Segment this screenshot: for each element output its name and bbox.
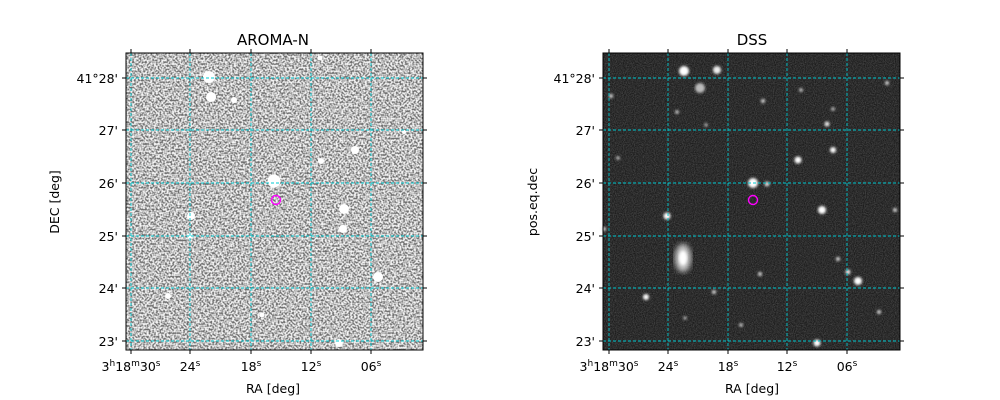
ra-tick-label: 24s <box>180 359 201 374</box>
dec-tick-label: 26' <box>576 176 595 191</box>
dec-tick-label: 23' <box>99 334 118 349</box>
image-noise <box>603 53 900 350</box>
dec-tick-label: 24' <box>99 281 118 296</box>
y-axis-label: pos.eq.dec <box>525 168 540 236</box>
axes-frame <box>125 52 424 351</box>
panel-title: DSS <box>737 31 768 49</box>
dec-tick-label: 25' <box>576 229 595 244</box>
x-axis-label: RA [deg] <box>246 381 300 396</box>
ra-tick-labels: 3h18m30s 24s 18s 12s 06s <box>580 359 858 374</box>
ra-tick-label: 06s <box>361 359 382 374</box>
x-axis-label: RA [deg] <box>725 381 779 396</box>
axes-frame <box>602 52 901 351</box>
y-axis-label: DEC [deg] <box>47 170 62 234</box>
dec-tick-label: 25' <box>99 229 118 244</box>
ra-tick-labels: 3h18m30s 24s 18s 12s 06s <box>102 359 382 374</box>
ra-tick-label: 12s <box>301 359 322 374</box>
ra-tick-label: 3h18m30s <box>580 359 639 374</box>
ra-tick-label: 24s <box>658 359 679 374</box>
star-field <box>602 66 897 347</box>
target-marker <box>747 194 759 206</box>
dec-tick-label: 24' <box>576 281 595 296</box>
dec-tick-label: 26' <box>99 176 118 191</box>
coordinate-grid <box>603 53 900 350</box>
star-field <box>165 55 406 347</box>
ra-tick-label: 3h18m30s <box>102 359 161 374</box>
ra-tick-label: 12s <box>777 359 798 374</box>
panel-dss: DSS <box>525 31 904 396</box>
tick-marks <box>599 49 904 354</box>
image-noise-light <box>126 53 423 350</box>
coordinate-grid <box>126 53 423 350</box>
target-marker <box>270 194 282 206</box>
ra-tick-label: 06s <box>837 359 858 374</box>
dec-tick-label: 23' <box>576 334 595 349</box>
dec-tick-label: 27' <box>99 123 118 138</box>
dec-tick-label: 41°28' <box>77 71 119 86</box>
dec-tick-label: 41°28' <box>554 71 596 86</box>
ra-tick-label: 18s <box>241 359 262 374</box>
dec-tick-label: 27' <box>576 123 595 138</box>
ra-tick-label: 18s <box>718 359 739 374</box>
tick-marks <box>122 49 427 354</box>
dec-tick-labels: 41°28' 27' 26' 25' 24' 23' <box>554 71 596 349</box>
panel-aroma-n: AROMA-N 41°28' 27' 2 <box>47 31 427 396</box>
dec-tick-labels: 41°28' 27' 26' 25' 24' 23' <box>77 71 119 349</box>
panel-title: AROMA-N <box>237 31 309 49</box>
